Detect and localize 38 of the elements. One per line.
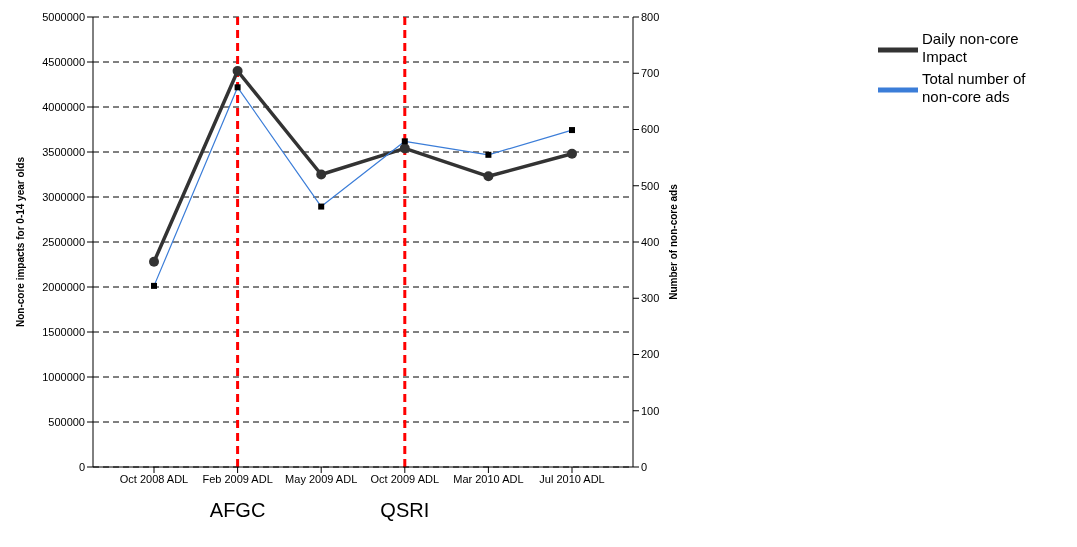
y-tick-label: 3000000 bbox=[42, 190, 85, 203]
y-tick-label: 5000000 bbox=[42, 10, 85, 23]
y-tick-label: 1000000 bbox=[42, 370, 85, 383]
point bbox=[483, 171, 494, 182]
y2-tick-label: 700 bbox=[641, 67, 660, 80]
ref-line-label: AFGC bbox=[209, 499, 266, 521]
point bbox=[232, 66, 243, 76]
x-tick-label: Feb 2009 ADL bbox=[202, 472, 273, 485]
y-tick-label: 2000000 bbox=[42, 280, 85, 293]
y-tick-label: 4500000 bbox=[42, 55, 85, 68]
legend-label: Total number of non-core ads bbox=[922, 70, 1027, 106]
point bbox=[567, 148, 577, 159]
ref-line-label: QSRI bbox=[380, 499, 430, 521]
y2-tick-label: 300 bbox=[641, 292, 660, 305]
y-tick-label: 1500000 bbox=[42, 325, 85, 338]
y2-tick-label: 100 bbox=[641, 404, 660, 417]
y-tick-label: 500000 bbox=[48, 415, 85, 428]
y-tick-label: 4000000 bbox=[42, 100, 85, 113]
y-tick-label: 0 bbox=[78, 460, 85, 473]
y2-tick-label: 0 bbox=[641, 460, 648, 473]
x-tick-label: May 2009 ADL bbox=[285, 472, 358, 485]
point bbox=[149, 256, 159, 267]
y-axis-title: Non-core impacts for 0-14 year olds bbox=[14, 156, 26, 328]
y-tick-label: 2500000 bbox=[42, 235, 85, 248]
y2-tick-label: 600 bbox=[641, 123, 660, 136]
x-tick-label: Mar 2010 ADL bbox=[453, 472, 524, 485]
y2-tick-label: 500 bbox=[641, 179, 660, 192]
x-tick-label: Oct 2009 ADL bbox=[370, 472, 440, 485]
legend-label: Daily non-core Impact bbox=[922, 30, 1020, 66]
x-tick-label: Oct 2008 ADL bbox=[119, 472, 189, 485]
point bbox=[399, 143, 410, 154]
y2-tick-label: 800 bbox=[641, 10, 660, 23]
y2-tick-label: 400 bbox=[641, 235, 660, 248]
y-tick-label: 3500000 bbox=[42, 145, 85, 158]
point bbox=[316, 169, 327, 180]
y2-axis-title: Number of non-core ads bbox=[667, 183, 679, 300]
x-tick-label: Jul 2010 ADL bbox=[539, 472, 605, 485]
y2-tick-label: 200 bbox=[641, 348, 660, 361]
